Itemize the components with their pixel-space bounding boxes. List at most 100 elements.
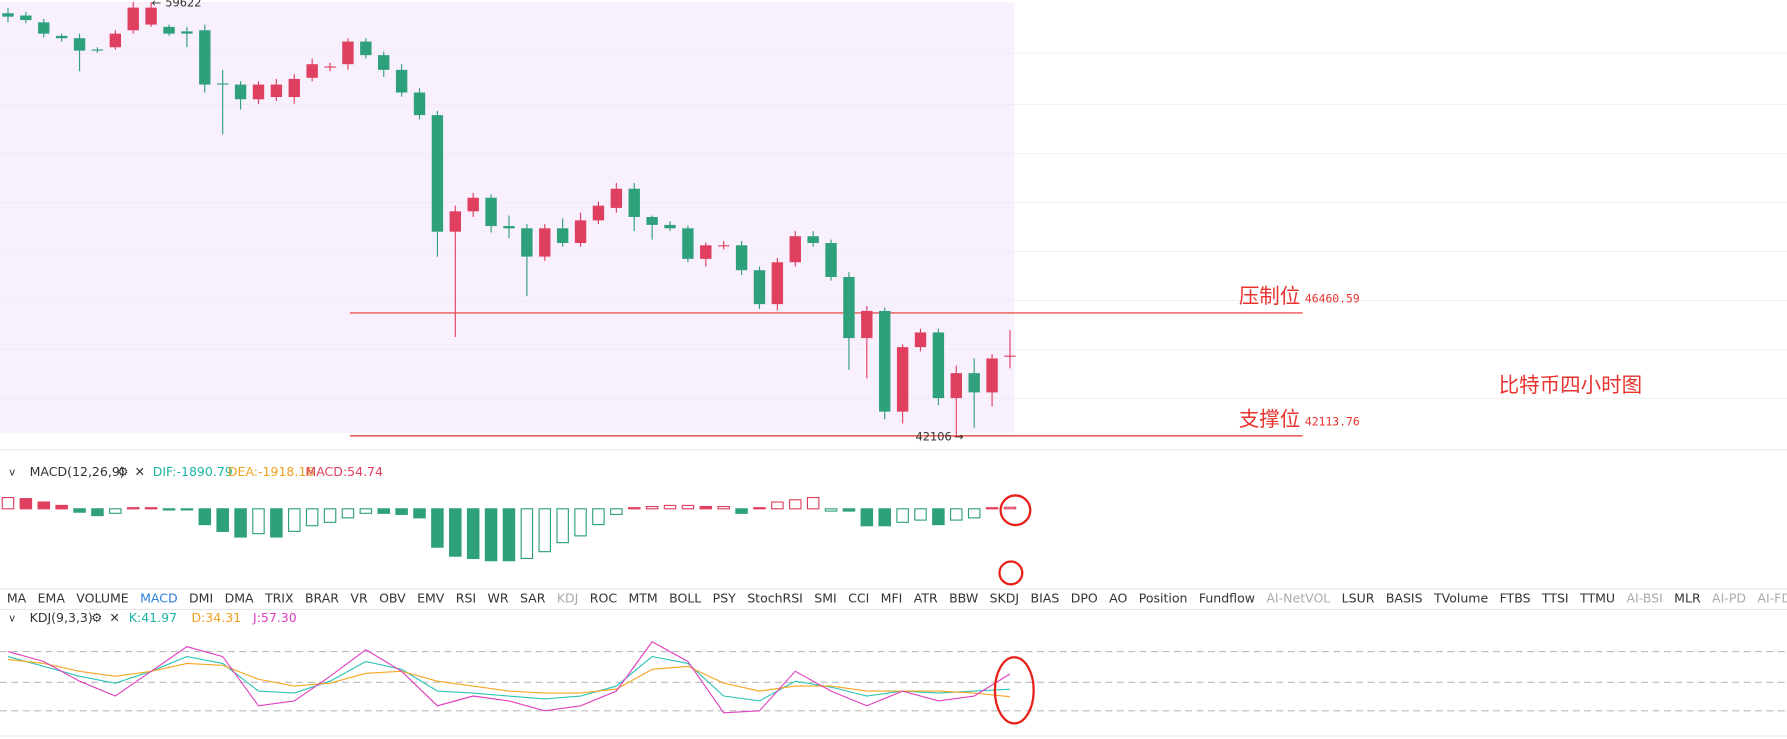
macd-bar (520, 508, 534, 559)
indicator-tab[interactable]: PSY (713, 591, 736, 606)
macd-bar (395, 508, 408, 516)
indicator-tab[interactable]: FTBS (1500, 591, 1531, 606)
indicator-tab[interactable]: OBV (379, 591, 406, 606)
macd-bar (699, 505, 713, 510)
macd-bar (645, 505, 659, 510)
high-arrow: ← (152, 0, 162, 10)
indicator-tab[interactable]: DPO (1071, 591, 1098, 606)
indicator-tab[interactable]: MLR (1674, 591, 1701, 606)
candle-body (431, 115, 444, 232)
indicator-tab[interactable]: WR (488, 591, 509, 606)
macd-bar (806, 496, 820, 510)
close-icon[interactable]: ✕ (109, 610, 119, 625)
candle-body (843, 276, 855, 339)
indicator-tab[interactable]: EMA (38, 591, 66, 606)
candle-body (127, 7, 139, 31)
candle-body (360, 41, 372, 56)
macd-bar (37, 501, 51, 510)
indicator-tab[interactable]: BRAR (305, 591, 339, 606)
support-value: 42113.76 (1305, 415, 1360, 429)
indicator-tab[interactable]: ROC (590, 591, 618, 606)
indicator-tab[interactable]: TTSI (1541, 591, 1569, 606)
candle-body (664, 224, 676, 229)
chart-title: 比特币四小时图 (1499, 373, 1643, 397)
indicator-tab[interactable]: LSUR (1342, 591, 1375, 606)
candle-body (914, 332, 927, 348)
candle-body (145, 7, 157, 25)
settings-icon[interactable]: ⚙ (91, 610, 102, 625)
close-icon[interactable]: ✕ (134, 464, 145, 479)
macd-bar (824, 508, 838, 512)
indicator-tab[interactable]: TTMU (1579, 591, 1615, 606)
indicator-tab[interactable]: CCI (848, 591, 869, 606)
candle-body (503, 226, 515, 229)
settings-icon[interactable]: ⚙ (117, 464, 128, 479)
indicator-tab[interactable]: DMI (189, 591, 213, 606)
candle-body (896, 347, 909, 412)
candle-body (556, 228, 569, 244)
indicator-tab[interactable]: AI-NetVOL (1266, 591, 1330, 606)
candle-body (342, 41, 354, 65)
indicator-tab[interactable]: EMV (417, 591, 445, 606)
indicator-tab[interactable]: TVolume (1433, 591, 1488, 606)
indicator-tab[interactable]: Position (1139, 591, 1188, 606)
macd-bar (753, 507, 766, 510)
candle-body (270, 84, 283, 98)
macd-bar (1003, 506, 1017, 510)
indicator-tab[interactable]: AI-PD (1712, 591, 1746, 606)
candle-body (628, 188, 640, 217)
indicator-tab[interactable]: AI-BSI (1626, 591, 1662, 606)
indicator-tab[interactable]: SMI (814, 591, 836, 606)
annotation-circle (998, 560, 1024, 586)
candle-body (592, 205, 605, 221)
indicator-tab[interactable]: MFI (881, 591, 903, 606)
indicator-tab[interactable]: ATR (914, 591, 938, 606)
candle-body (199, 30, 211, 85)
indicator-tab[interactable]: BIAS (1030, 591, 1059, 606)
macd-bar (144, 507, 158, 510)
candle-body (1004, 355, 1016, 357)
candle-body (968, 373, 980, 393)
candle-body (700, 245, 712, 259)
macd-bar (681, 504, 695, 510)
indicator-tab[interactable]: BOLL (669, 591, 701, 606)
indicator-tab[interactable]: SAR (520, 591, 546, 606)
macd-bar (270, 508, 283, 538)
indicator-tab[interactable]: VR (350, 591, 368, 606)
macd-dif: DIF:-1890.79 (153, 464, 233, 479)
kdj-j-line (7, 641, 1011, 714)
candle-body (234, 84, 247, 100)
annotation-circle (993, 656, 1035, 725)
collapse-icon[interactable]: v (9, 613, 15, 625)
indicator-tab[interactable]: KDJ (557, 591, 579, 606)
indicator-tab[interactable]: AI-FDI (1757, 591, 1787, 606)
macd-bar (323, 508, 337, 523)
indicator-tab[interactable]: VOLUME (76, 591, 129, 606)
candle-body (932, 332, 945, 399)
indicator-tab[interactable]: MA (7, 591, 27, 606)
kdj-label: KDJ(9,3,3) (30, 610, 93, 625)
candle-body (610, 188, 623, 208)
candle-body (753, 270, 766, 305)
indicator-tab[interactable]: TRIX (264, 591, 294, 606)
indicator-tab[interactable]: BBW (949, 591, 978, 606)
macd-bar (717, 505, 730, 510)
annotation-circle (999, 494, 1032, 527)
indicator-tab[interactable]: DMA (225, 591, 254, 606)
candle-body (216, 83, 229, 85)
low-arrow: → (954, 430, 964, 444)
macd-bar (896, 508, 909, 523)
band-fill (0, 1, 1015, 433)
indicator-tab[interactable]: Fundflow (1199, 591, 1255, 606)
indicator-tab[interactable]: RSI (456, 591, 476, 606)
indicator-tab[interactable]: SKDJ (990, 591, 1019, 606)
indicator-tab[interactable]: BASIS (1386, 591, 1423, 606)
indicator-tab[interactable]: MACD (140, 591, 178, 606)
indicator-tab[interactable]: MTM (628, 591, 657, 606)
macd-bar (663, 504, 677, 510)
indicator-tab[interactable]: StochRSI (747, 591, 803, 606)
indicator-tab[interactable]: AO (1109, 591, 1127, 606)
macd-bar (967, 508, 981, 519)
collapse-icon[interactable]: v (9, 467, 15, 479)
